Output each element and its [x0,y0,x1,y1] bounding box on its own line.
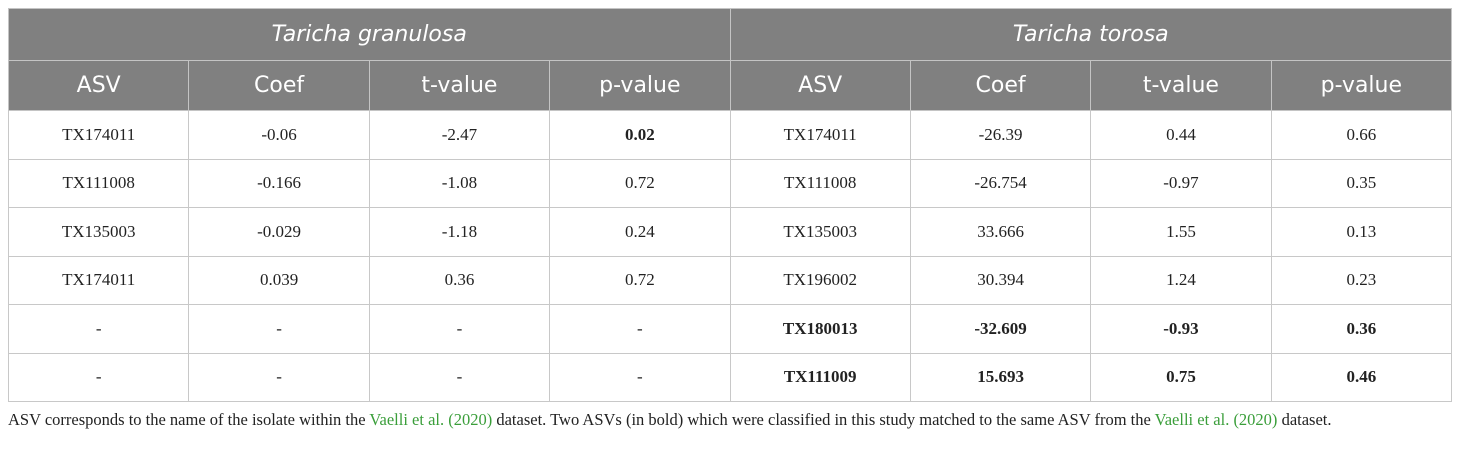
table-cell: 0.23 [1270,255,1453,305]
table-cell: -0.166 [188,158,370,208]
table-cell: -26.754 [909,158,1092,208]
citation-link[interactable]: Vaelli et al. (2020) [369,410,493,429]
table-cell: 0.039 [188,255,370,305]
column-header: t-value [1090,60,1272,111]
table-cell: -2.47 [368,110,551,160]
table-cell: 0.36 [368,255,551,305]
column-header: ASV [7,60,190,111]
table-cell: - [368,352,551,402]
column-header: t-value [368,60,551,111]
table-row: TX174011 0.039 0.36 0.72 TX196002 30.394 1.24 0… [7,255,1453,305]
table-cell: -0.06 [188,110,370,160]
table-cell: TX180013 [729,304,911,354]
table-cell: 33.666 [909,207,1092,257]
table-cell: 30.394 [909,255,1092,305]
table-cell: 0.75 [1090,352,1272,402]
table-cell: TX174011 [7,110,190,160]
table-cell: -26.39 [909,110,1092,160]
results-table: Taricha granulosa Taricha torosa ASV Coef… [7,8,1453,402]
table-cell: TX111008 [729,158,911,208]
table-cell: 0.46 [1270,352,1453,402]
table-cell: -0.029 [188,207,370,257]
table-cell: -1.08 [368,158,551,208]
caption-text: ASV corresponds to the name of the isola… [8,410,370,429]
table-row: - - - - TX180013 -32.609 -0.93 0.36 [7,304,1453,354]
table-cell: - [7,304,190,354]
table-cell: - [7,352,190,402]
table-cell: 1.55 [1090,207,1272,257]
table-cell: - [549,304,731,354]
column-header: p-value [1270,60,1453,111]
table-cell: TX135003 [7,207,190,257]
column-header-row: ASV Coef t-value p-value ASV Coef t-value p-val… [7,60,1453,111]
caption-text: dataset. Two ASVs (in bold) which were c… [492,410,1155,429]
table-cell: - [549,352,731,402]
table-cell: - [188,352,370,402]
table-row: TX135003 -0.029 -1.18 0.24 TX135003 33.666 1.5… [7,207,1453,257]
table-cell: -0.97 [1090,158,1272,208]
table-cell: 0.02 [549,110,731,160]
table-cell: 0.24 [549,207,731,257]
table-cell: 0.72 [549,158,731,208]
caption-text: dataset. [1277,410,1332,429]
table-cell: 0.66 [1270,110,1453,160]
table-cell: 1.24 [1090,255,1272,305]
table-cell: - [368,304,551,354]
column-header: ASV [729,60,911,111]
table-cell: TX174011 [7,255,190,305]
table-row: - - - - TX111009 15.693 0.75 0.46 [7,352,1453,402]
table-cell: 0.72 [549,255,731,305]
table-cell: -32.609 [909,304,1092,354]
table-cell: TX174011 [729,110,911,160]
table-cell: 15.693 [909,352,1092,402]
table-cell: TX135003 [729,207,911,257]
table-cell: 0.36 [1270,304,1453,354]
table-cell: 0.44 [1090,110,1272,160]
table-caption: ASV corresponds to the name of the isola… [8,408,1452,431]
column-header: Coef [188,60,370,111]
group-header: Taricha granulosa [8,8,731,61]
group-header: Taricha torosa [729,8,1452,61]
table-cell: -0.93 [1090,304,1272,354]
table-row: TX111008 -0.166 -1.08 0.72 TX111008 -26.754 -0… [7,158,1453,208]
group-header-row: Taricha granulosa Taricha torosa [8,8,1452,61]
table-cell: TX196002 [729,255,911,305]
table-cell: 0.35 [1270,158,1453,208]
citation-link[interactable]: Vaelli et al. (2020) [1154,410,1278,429]
table-cell: - [188,304,370,354]
table-cell: TX111009 [729,352,911,402]
column-header: p-value [549,60,731,111]
column-header: Coef [909,60,1092,111]
table-body: TX174011 -0.06 -2.47 0.02 TX174011 -26.39 0.44… [7,110,1453,402]
table-cell: -1.18 [368,207,551,257]
table-cell: 0.13 [1270,207,1453,257]
table-cell: TX111008 [7,158,190,208]
table-row: TX174011 -0.06 -2.47 0.02 TX174011 -26.39 0.44… [7,110,1453,160]
